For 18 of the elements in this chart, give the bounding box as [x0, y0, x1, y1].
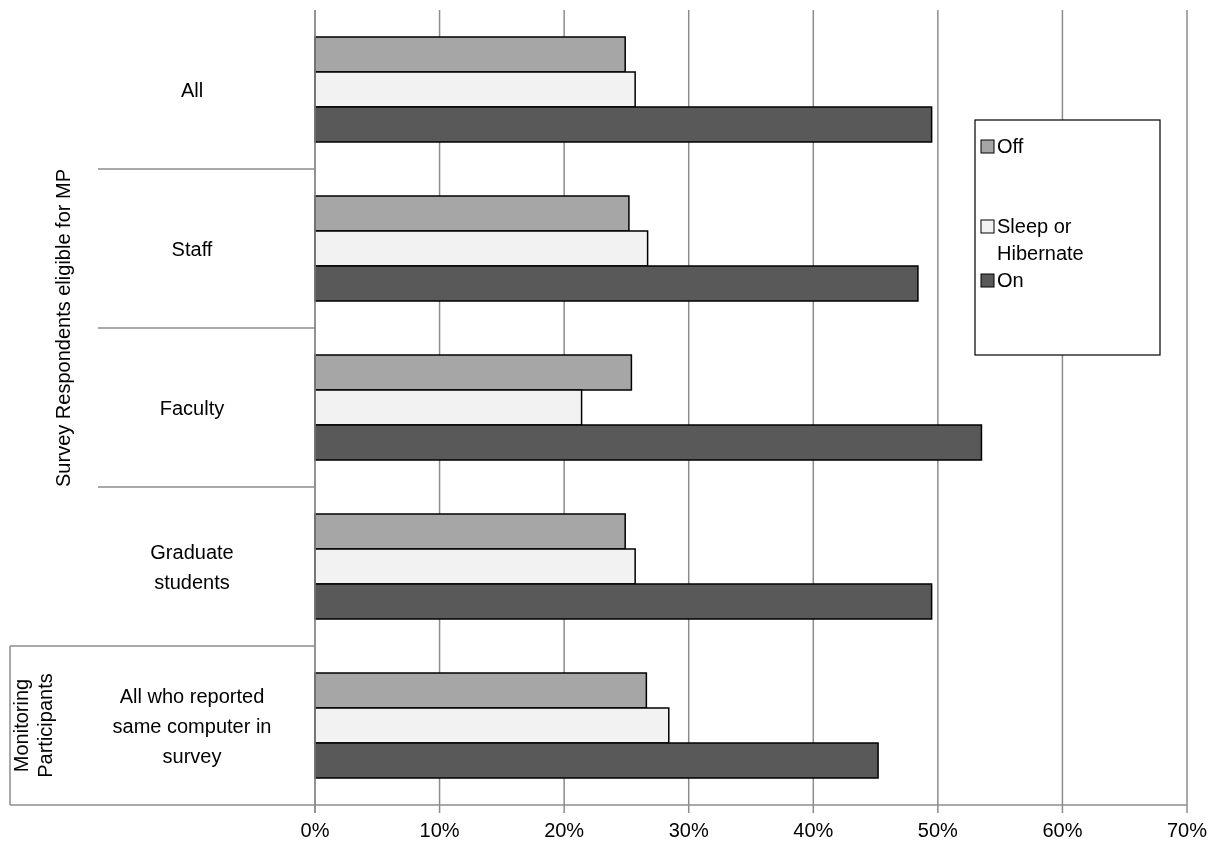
y-tick-label: Faculty — [159, 396, 225, 419]
y-tick-label: Graduate students — [150, 540, 234, 593]
y-tick-label: All who reported same computer in survey — [112, 684, 272, 767]
legend-label: Off — [997, 135, 1024, 157]
x-tick-label: 30% — [668, 819, 709, 841]
x-tick-label: 20% — [544, 819, 585, 841]
text: Survey Respondents eligible for MP — [52, 169, 74, 487]
text: Monitoring Participants — [10, 673, 56, 778]
x-tick-label: 10% — [419, 819, 460, 841]
legend-label: On — [997, 269, 1024, 291]
y-tick-label: All — [180, 78, 204, 101]
legend-label: Sleep or Hibernate — [997, 215, 1084, 264]
x-tick-label: 50% — [917, 819, 959, 841]
x-tick-label: 60% — [1042, 819, 1083, 841]
x-tick-label: 70% — [1166, 819, 1208, 841]
x-tick-label: 0% — [300, 819, 330, 841]
x-tick-label: 40% — [793, 819, 834, 841]
y-tick-label: Staff — [171, 237, 213, 260]
